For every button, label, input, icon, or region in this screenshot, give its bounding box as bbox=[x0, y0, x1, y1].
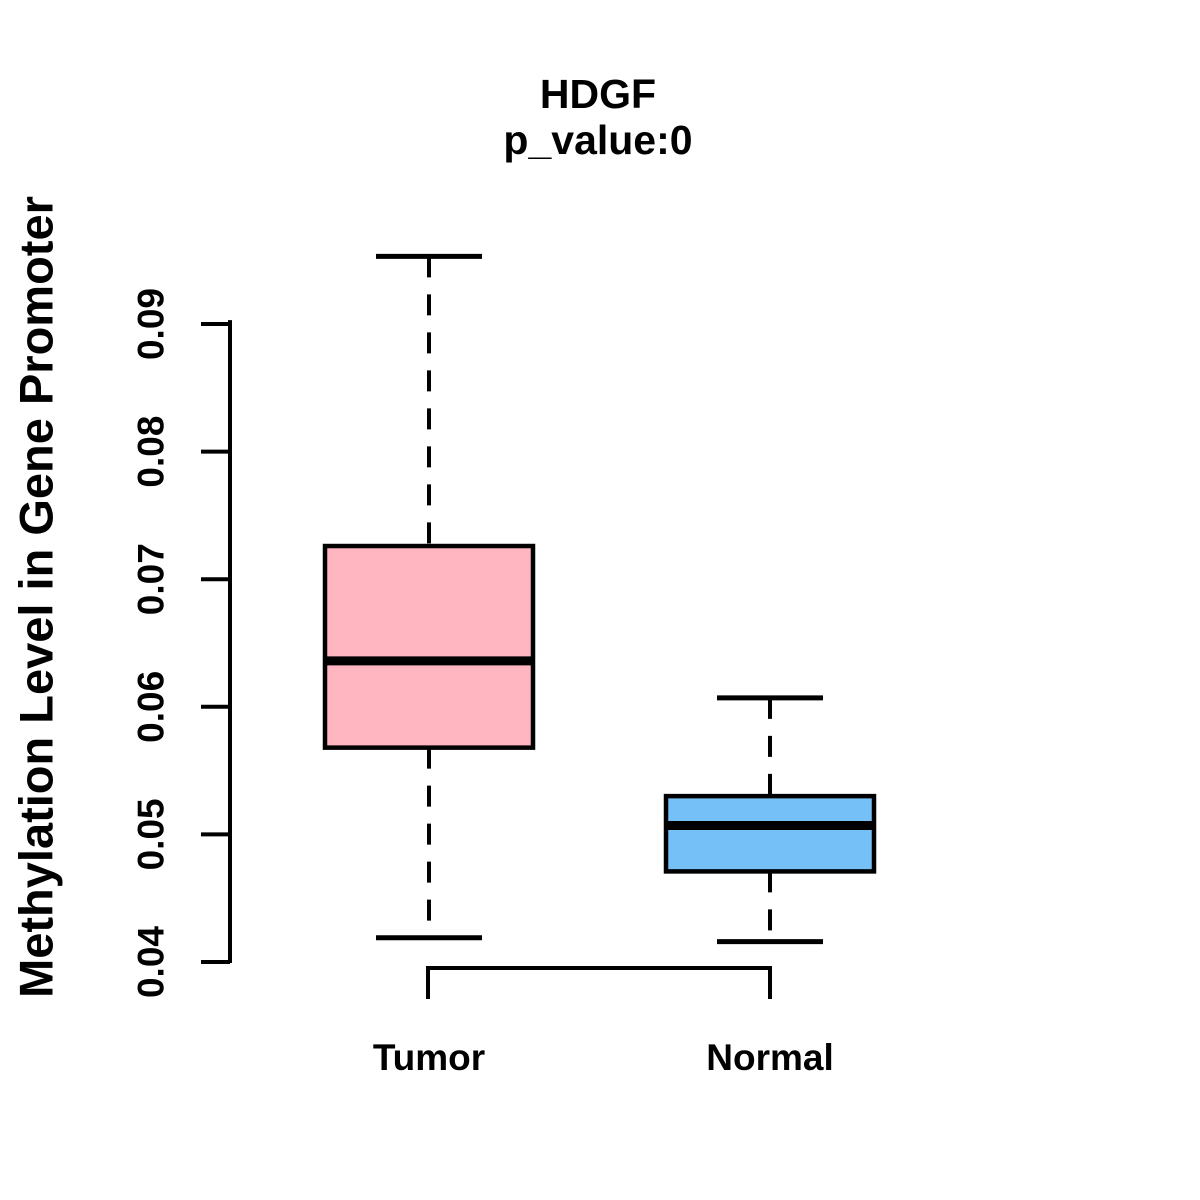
y-axis-tick-label: 0.08 bbox=[131, 416, 172, 488]
x-axis-bracket bbox=[426, 966, 772, 999]
y-axis-tick-label: 0.09 bbox=[131, 288, 172, 360]
box-normal bbox=[663, 793, 877, 874]
chart-subtitle: p_value:0 bbox=[503, 117, 693, 163]
x-axis-label-tumor: Tumor bbox=[373, 1037, 485, 1078]
y-axis-tick-label: 0.06 bbox=[131, 671, 172, 743]
x-axis-label-normal: Normal bbox=[706, 1037, 833, 1078]
y-axis-tick-label: 0.07 bbox=[131, 543, 172, 615]
y-axis-tick-label: 0.05 bbox=[131, 798, 172, 870]
box-tumor bbox=[322, 543, 536, 750]
y-axis-tick-label: 0.04 bbox=[131, 926, 172, 998]
chart-title: HDGF bbox=[539, 71, 657, 117]
